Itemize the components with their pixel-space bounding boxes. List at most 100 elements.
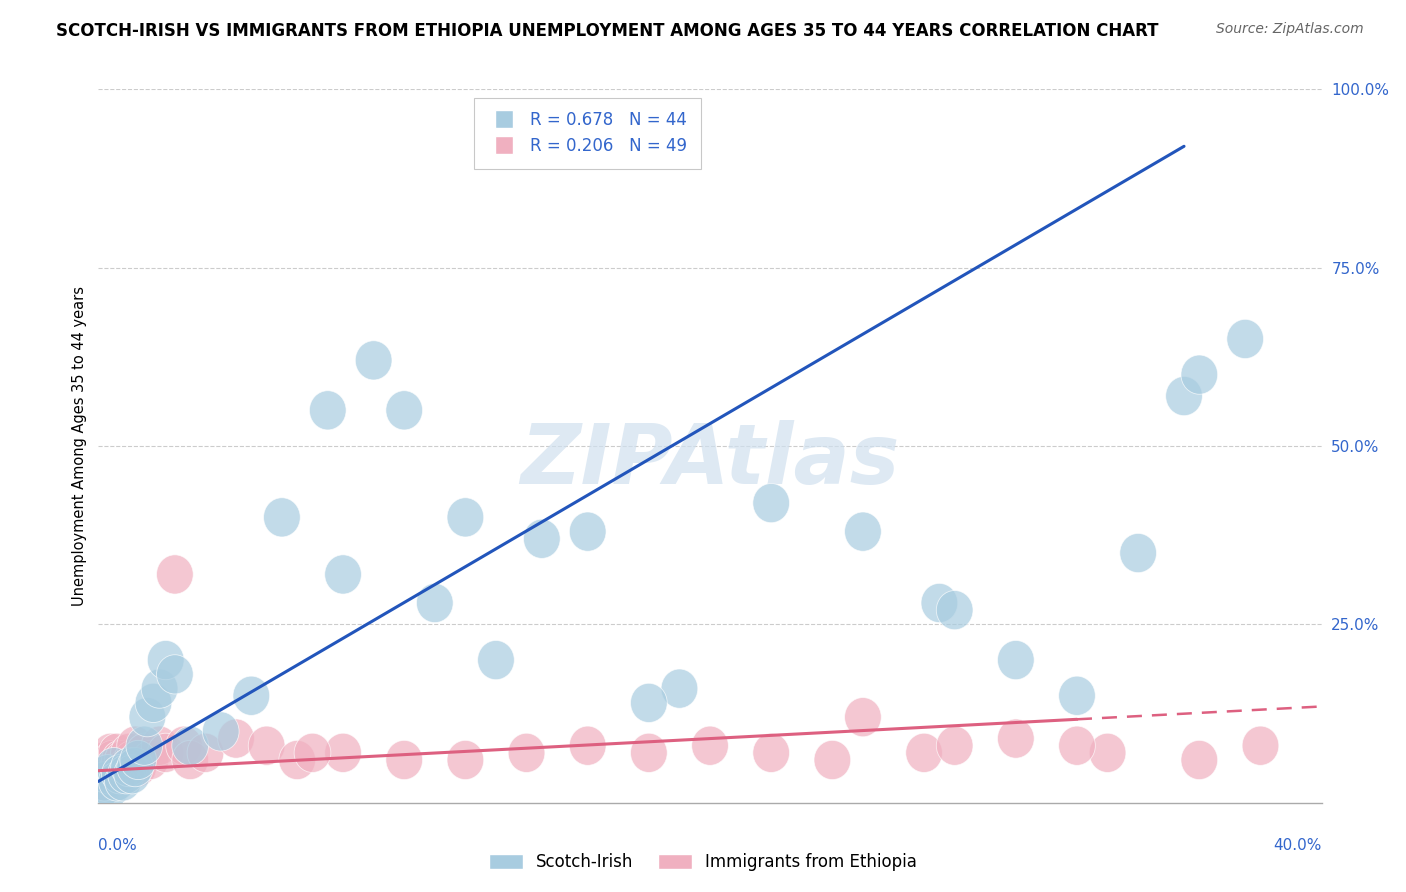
Ellipse shape (83, 755, 120, 794)
Ellipse shape (94, 740, 131, 780)
Ellipse shape (416, 583, 453, 623)
Ellipse shape (630, 683, 668, 723)
Ellipse shape (120, 747, 156, 787)
Ellipse shape (478, 640, 515, 680)
Ellipse shape (98, 762, 135, 801)
Ellipse shape (385, 391, 423, 430)
Ellipse shape (89, 755, 127, 794)
Ellipse shape (120, 740, 156, 780)
Ellipse shape (98, 733, 135, 772)
Ellipse shape (148, 733, 184, 772)
Ellipse shape (111, 733, 148, 772)
Text: Source: ZipAtlas.com: Source: ZipAtlas.com (1216, 22, 1364, 37)
Ellipse shape (921, 583, 957, 623)
Ellipse shape (148, 640, 184, 680)
Ellipse shape (1090, 733, 1126, 772)
Legend: Scotch-Irish, Immigrants from Ethiopia: Scotch-Irish, Immigrants from Ethiopia (481, 845, 925, 880)
Ellipse shape (156, 655, 193, 694)
Ellipse shape (108, 747, 145, 787)
Ellipse shape (87, 755, 124, 794)
Ellipse shape (263, 498, 301, 537)
Ellipse shape (845, 698, 882, 737)
Ellipse shape (692, 726, 728, 765)
Ellipse shape (845, 512, 882, 551)
Ellipse shape (997, 719, 1035, 758)
Ellipse shape (447, 498, 484, 537)
Ellipse shape (93, 769, 129, 808)
Ellipse shape (141, 726, 179, 765)
Ellipse shape (218, 719, 254, 758)
Ellipse shape (936, 726, 973, 765)
Ellipse shape (156, 555, 193, 594)
Ellipse shape (325, 555, 361, 594)
Text: 40.0%: 40.0% (1274, 838, 1322, 854)
Legend: R = 0.678   N = 44, R = 0.206   N = 49: R = 0.678 N = 44, R = 0.206 N = 49 (474, 97, 700, 169)
Ellipse shape (1166, 376, 1202, 416)
Ellipse shape (249, 726, 285, 765)
Ellipse shape (1227, 319, 1264, 359)
Ellipse shape (278, 740, 315, 780)
Ellipse shape (447, 740, 484, 780)
Ellipse shape (96, 755, 132, 794)
Ellipse shape (508, 733, 546, 772)
Text: SCOTCH-IRISH VS IMMIGRANTS FROM ETHIOPIA UNEMPLOYMENT AMONG AGES 35 TO 44 YEARS : SCOTCH-IRISH VS IMMIGRANTS FROM ETHIOPIA… (56, 22, 1159, 40)
Ellipse shape (233, 676, 270, 715)
Ellipse shape (117, 747, 153, 787)
Ellipse shape (86, 762, 122, 801)
Ellipse shape (630, 733, 668, 772)
Ellipse shape (129, 698, 166, 737)
Ellipse shape (1241, 726, 1279, 765)
Ellipse shape (1059, 676, 1095, 715)
Ellipse shape (1181, 355, 1218, 394)
Ellipse shape (1181, 740, 1218, 780)
Ellipse shape (91, 747, 128, 787)
Ellipse shape (132, 740, 169, 780)
Ellipse shape (114, 755, 150, 794)
Ellipse shape (108, 755, 145, 794)
Ellipse shape (101, 755, 138, 794)
Ellipse shape (172, 726, 208, 765)
Ellipse shape (356, 341, 392, 380)
Ellipse shape (127, 726, 163, 765)
Ellipse shape (187, 733, 224, 772)
Ellipse shape (166, 726, 202, 765)
Ellipse shape (569, 512, 606, 551)
Ellipse shape (101, 740, 138, 780)
Ellipse shape (936, 591, 973, 630)
Ellipse shape (752, 733, 790, 772)
Ellipse shape (997, 640, 1035, 680)
Ellipse shape (117, 726, 153, 765)
Ellipse shape (114, 740, 150, 780)
Ellipse shape (96, 747, 132, 787)
Ellipse shape (111, 747, 148, 787)
Ellipse shape (104, 740, 141, 780)
Ellipse shape (172, 740, 208, 780)
Text: 0.0%: 0.0% (98, 838, 138, 854)
Ellipse shape (135, 683, 172, 723)
Ellipse shape (89, 740, 127, 780)
Ellipse shape (84, 762, 121, 801)
Y-axis label: Unemployment Among Ages 35 to 44 years: Unemployment Among Ages 35 to 44 years (72, 286, 87, 606)
Ellipse shape (385, 740, 423, 780)
Ellipse shape (103, 755, 139, 794)
Ellipse shape (661, 669, 697, 708)
Ellipse shape (93, 733, 129, 772)
Ellipse shape (905, 733, 942, 772)
Ellipse shape (86, 747, 122, 787)
Ellipse shape (141, 669, 179, 708)
Ellipse shape (202, 712, 239, 751)
Ellipse shape (83, 769, 120, 808)
Ellipse shape (1119, 533, 1157, 573)
Ellipse shape (294, 733, 330, 772)
Ellipse shape (100, 747, 136, 787)
Ellipse shape (325, 733, 361, 772)
Ellipse shape (569, 726, 606, 765)
Ellipse shape (1059, 726, 1095, 765)
Ellipse shape (104, 762, 141, 801)
Ellipse shape (523, 519, 560, 558)
Ellipse shape (814, 740, 851, 780)
Ellipse shape (752, 483, 790, 523)
Ellipse shape (309, 391, 346, 430)
Ellipse shape (97, 747, 134, 787)
Ellipse shape (127, 733, 163, 772)
